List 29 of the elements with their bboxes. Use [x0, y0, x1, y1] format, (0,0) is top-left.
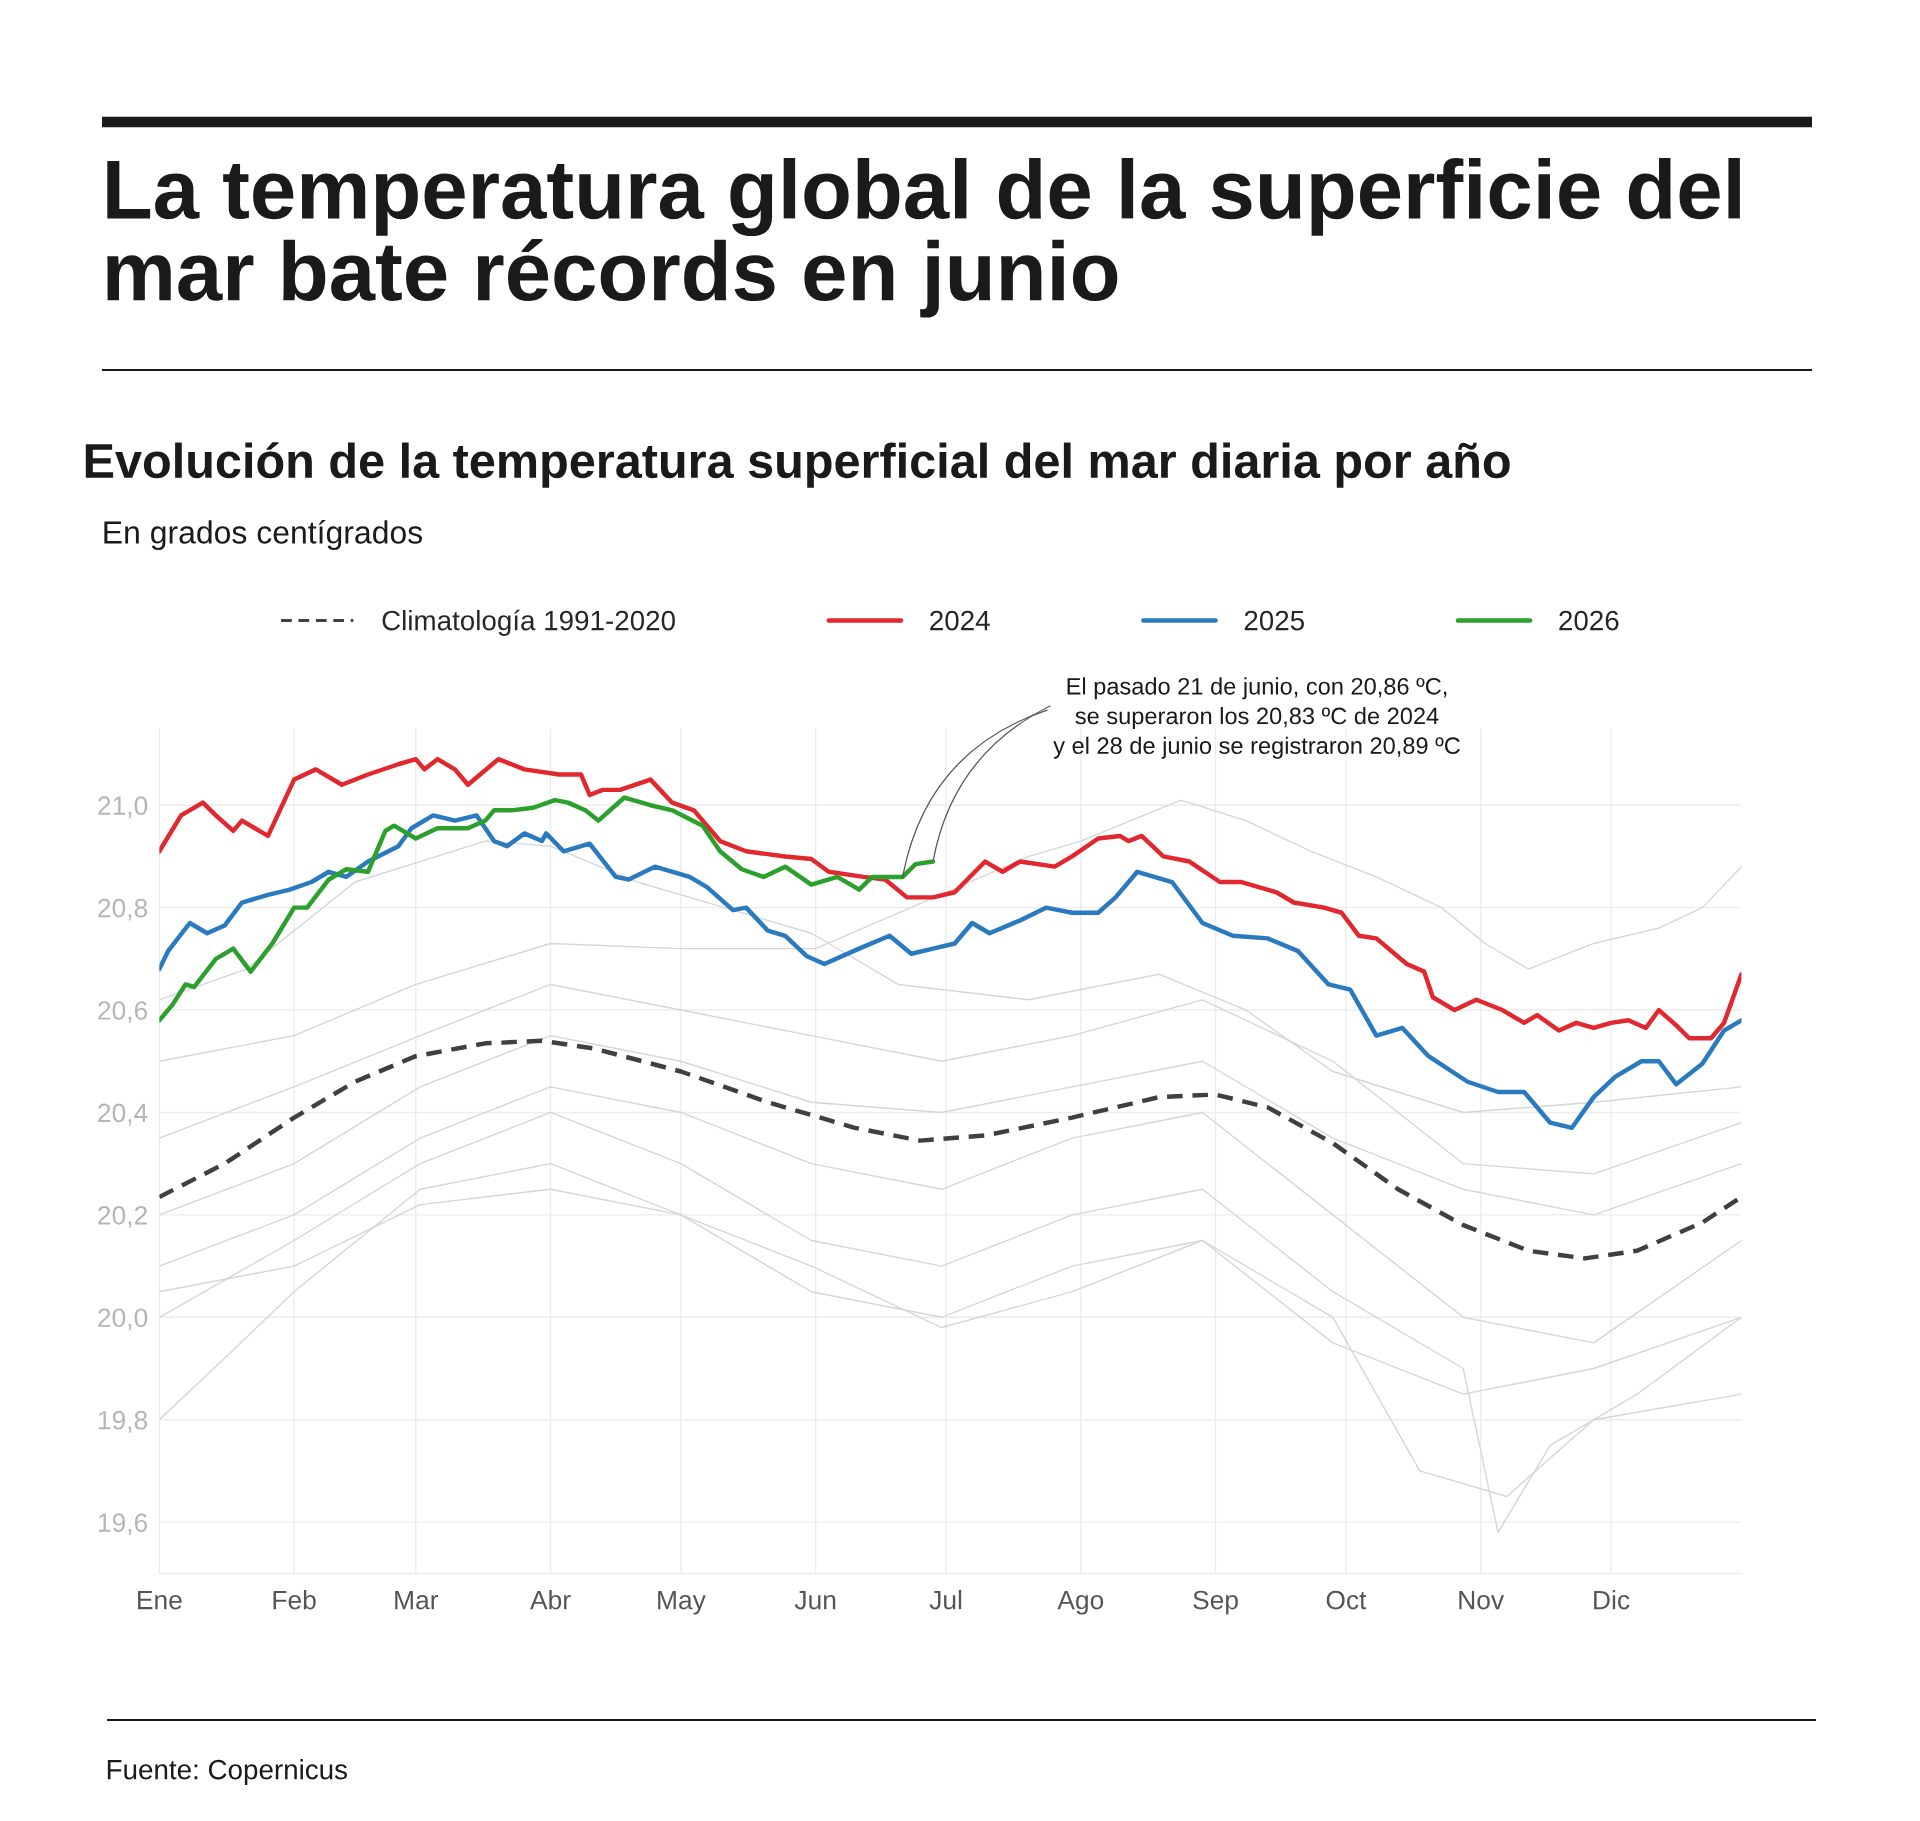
legend-label: Climatología 1991-2020 [382, 609, 675, 636]
y-tick-label: 19,6 [98, 1513, 148, 1536]
y-tick-label: 21,0 [98, 796, 148, 819]
text: En grados centígrados [104, 519, 423, 551]
x-tick-label: Jul [929, 1590, 962, 1610]
x-tick-label: Ago [1057, 1590, 1104, 1615]
legend-label: 2024 [930, 610, 990, 631]
legend-label: 2026 [1559, 610, 1619, 631]
y-tick-label: 20,4 [98, 1103, 148, 1126]
chart-title: La temperatura global de la superficie del mar bate récords en junio [107, 158, 1740, 318]
x-tick-label: Dic [1594, 1590, 1630, 1610]
y-tick-label: 20,8 [98, 898, 148, 921]
x-tick-label: May [658, 1590, 706, 1615]
annotation: El pasado 21 de junio, con 20,86 ºC, se superaron los 20,83 ºC de 2024 y el 28 de junio se registraron 20,89 ºC [1053, 677, 1460, 759]
x-tick-label: Feb [273, 1590, 316, 1610]
x-tick-label: Jun [794, 1590, 836, 1610]
source-note: Fuente: Copernicus [107, 1759, 348, 1785]
x-tick-label: Abr [530, 1590, 571, 1610]
chart-subtitle: Evolución de la temperatura superficial del mar diaria por año [85, 442, 1510, 488]
y-tick-label: 20,6 [98, 1001, 148, 1023]
x-tick-label: Mar [395, 1590, 439, 1610]
y-tick-label: 20,2 [98, 1206, 147, 1228]
y-tick-label: 19,8 [98, 1410, 148, 1433]
x-tick-label: Oct [1326, 1590, 1367, 1610]
y-tick-label: 20,0 [98, 1308, 148, 1331]
x-tick-label: Ene [138, 1590, 182, 1610]
legend-label: 2025 [1244, 610, 1304, 631]
x-tick-label: Nov [1459, 1590, 1505, 1610]
x-tick-label: Sep [1193, 1590, 1238, 1615]
